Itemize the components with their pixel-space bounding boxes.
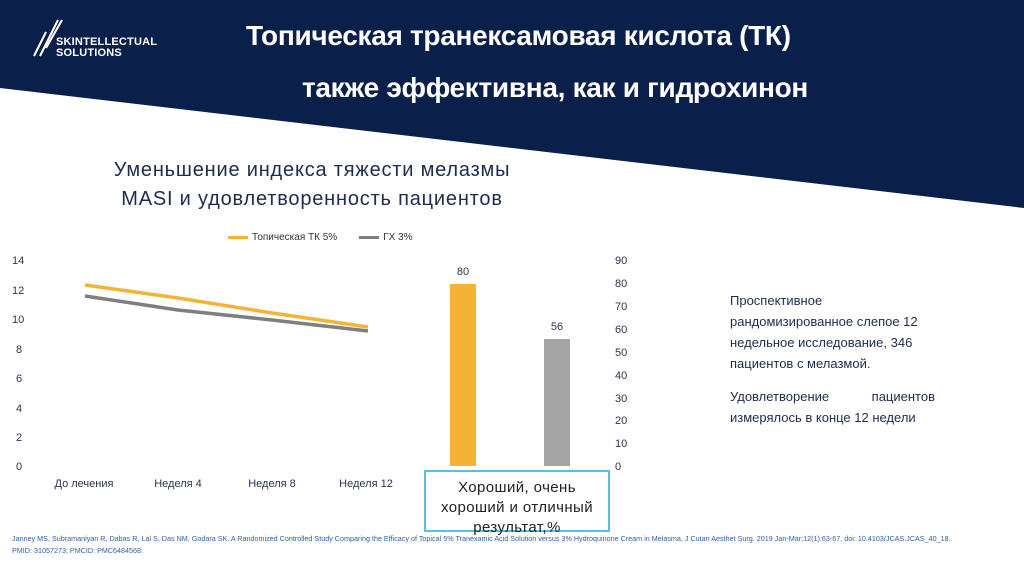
brand-logo-text: SKINTELLECTUAL SOLUTIONS <box>56 37 157 59</box>
y-tick: 30 <box>615 393 627 405</box>
y-tick: 10 <box>615 438 627 450</box>
citation: Janney MS, Subramaniyan R, Dabas R, Lal … <box>12 533 1012 557</box>
series-line-tk <box>84 283 369 329</box>
y-tick: 60 <box>615 324 627 336</box>
y-tick: 0 <box>615 461 621 473</box>
x-category: Неделя 12 <box>339 478 393 490</box>
bar-tk <box>450 284 476 466</box>
x-category: До лечения <box>55 478 114 490</box>
study-description: Проспективное рандомизированное слепое 1… <box>730 293 918 371</box>
y-tick: 90 <box>615 255 627 267</box>
y-tick: 0 <box>16 461 22 473</box>
page-title-line-2: также эффективна, как и гидрохинон <box>302 72 809 103</box>
y-tick: 12 <box>12 285 24 297</box>
line-chart-x-axis: До лечения Неделя 4 Неделя 8 Неделя 12 <box>55 478 393 490</box>
y-tick: 40 <box>615 370 627 382</box>
subtitle-line-2: MASI и удовлетворенность пациентов <box>121 188 503 210</box>
legend-item-tk: Топическая ТК 5% <box>228 232 337 243</box>
y-tick: 8 <box>16 344 22 356</box>
line-chart-y-axis: 14 12 10 8 6 4 2 0 <box>12 255 24 473</box>
y-tick: 2 <box>16 432 22 444</box>
x-category: Неделя 8 <box>248 478 296 490</box>
bar-data-label: 56 <box>551 321 563 333</box>
y-tick: 4 <box>16 403 22 415</box>
subtitle-line-1: Уменьшение индекса тяжести мелазмы <box>113 159 511 181</box>
x-category: Неделя 4 <box>154 478 202 490</box>
study-notes: Проспективное рандомизированное слепое 1… <box>730 290 935 440</box>
page-title-line-1: Топическая транексамовая кислота (ТК) <box>246 20 791 51</box>
bar-data-label: 80 <box>457 266 469 278</box>
satisfaction-note-line-1: Удовлетворение пациентов <box>730 389 935 404</box>
y-tick: 80 <box>615 278 627 290</box>
legend-label: Топическая ТК 5% <box>252 232 338 243</box>
y-tick: 6 <box>16 373 22 385</box>
y-tick: 10 <box>12 314 24 326</box>
y-tick: 50 <box>615 347 627 359</box>
logo-line-1: SKINTELLECTUAL <box>56 36 158 48</box>
bar-chart-caption-box: Хороший, очень хороший и отличный резуль… <box>424 470 610 536</box>
brand-logo-icon <box>33 19 63 57</box>
chart-legend: Топическая ТК 5% ГХ 3% <box>228 232 413 243</box>
y-tick: 20 <box>615 415 627 427</box>
legend-label: ГХ 3% <box>383 232 413 243</box>
chart-subtitle: Уменьшение индекса тяжести мелазмы MASI … <box>92 156 532 214</box>
citation-line-2: PMID: 31057273; PMCID: PMC6484568. <box>12 546 144 555</box>
logo-line-2: SOLUTIONS <box>56 47 122 59</box>
bar-hq <box>544 339 570 466</box>
citation-line-1: Janney MS, Subramaniyan R, Dabas R, Lal … <box>12 534 951 543</box>
series-line-hq <box>84 294 369 333</box>
legend-item-hq: ГХ 3% <box>359 232 413 243</box>
legend-swatch-icon <box>228 236 248 239</box>
y-tick: 14 <box>12 255 24 267</box>
y-tick: 70 <box>615 301 627 313</box>
satisfaction-note-line-2: измерялось в конце 12 недели <box>730 410 916 425</box>
bar-chart-y-axis: 90 80 70 60 50 40 30 20 10 0 <box>615 255 627 473</box>
legend-swatch-icon <box>359 236 380 239</box>
